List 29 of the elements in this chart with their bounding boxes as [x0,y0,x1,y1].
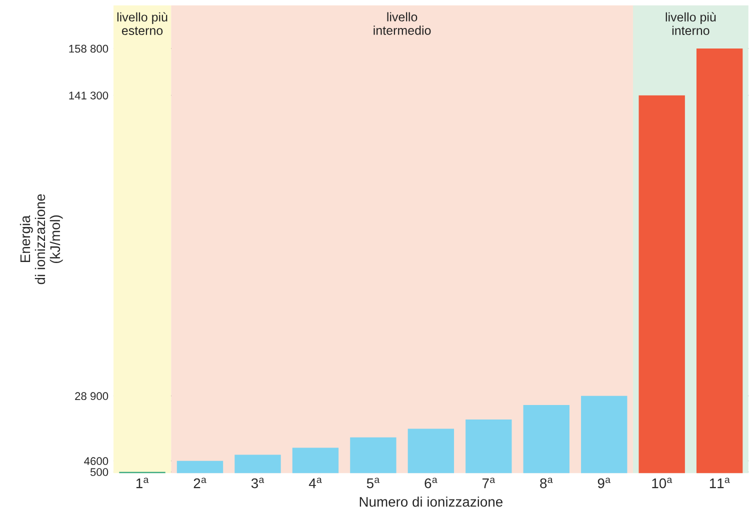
y-tick-label: 4600 [84,457,108,466]
band-label: livello più esterno [117,12,168,36]
x-tick-label: 8$^{a}$ [540,478,553,488]
y-axis-title: Energia di ionizzazione (kJ/mol) [20,194,63,284]
bar [408,428,454,474]
bar [176,460,224,474]
bar [466,419,512,474]
x-tick-label: 6$^{a}$ [424,478,438,488]
band-label: livello intermedio [374,12,431,35]
x-tick-label: 11$^{a}$ [710,478,730,488]
x-axis-title: Numero di ionizzazione [360,496,502,507]
bar [234,454,281,474]
y-tick-label: 28 900 [75,392,108,400]
x-tick-label: 4$^{a}$ [308,478,322,488]
y-tick-label: 500 [90,468,108,476]
x-tick-label: 10$^{a}$ [652,478,672,488]
x-tick-label: 2$^{a}$ [194,478,206,488]
y-tick-label: 158 800 [69,44,108,53]
x-tick-label: 1$^{a}$ [136,478,149,488]
y-tick-label: 141 300 [69,92,108,100]
x-tick-label: 9$^{a}$ [598,478,610,488]
bar [350,437,396,474]
bar [292,448,339,474]
bar [523,405,570,474]
x-tick-label: 3$^{a}$ [251,478,264,488]
x-tick-label: 7$^{a}$ [482,478,496,488]
bar [581,396,628,474]
band-label: livello più interno [666,12,716,36]
x-tick-label: 5$^{a}$ [366,478,380,488]
